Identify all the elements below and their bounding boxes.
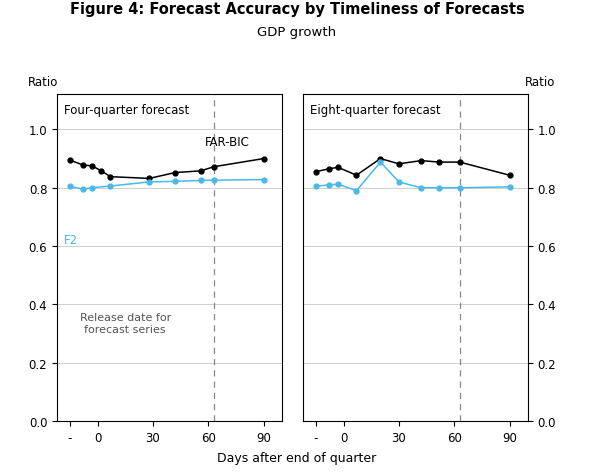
Text: Four-quarter forecast: Four-quarter forecast — [64, 103, 189, 116]
Text: Days after end of quarter: Days after end of quarter — [217, 451, 377, 464]
Text: GDP growth: GDP growth — [257, 26, 337, 39]
Text: Ratio: Ratio — [28, 76, 58, 89]
Text: Release date for
forecast series: Release date for forecast series — [79, 313, 171, 334]
Text: Ratio: Ratio — [524, 76, 555, 89]
Text: F2: F2 — [64, 234, 78, 247]
Text: Figure 4: Forecast Accuracy by Timeliness of Forecasts: Figure 4: Forecast Accuracy by Timelines… — [70, 2, 524, 17]
Text: Eight-quarter forecast: Eight-quarter forecast — [310, 103, 440, 116]
Text: FAR-BIC: FAR-BIC — [205, 136, 249, 149]
